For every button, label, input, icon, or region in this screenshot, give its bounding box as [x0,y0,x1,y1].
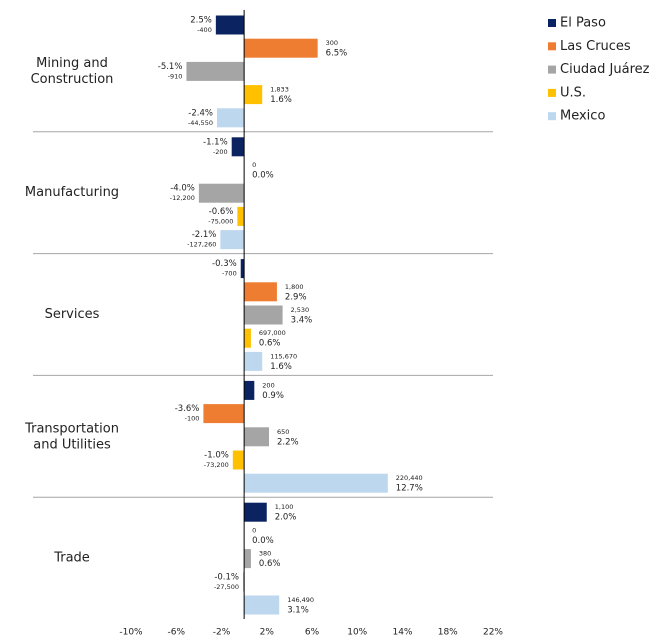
value-label: -4.0% [170,184,195,194]
count-label: -400 [197,26,212,34]
count-label: -127,260 [187,241,216,249]
value-label: 0.9% [262,391,284,401]
value-label: -0.1% [214,572,239,582]
bar [198,183,245,203]
value-label: 3.1% [287,606,309,616]
count-label: 697,000 [259,329,286,337]
bar [215,15,245,35]
bar [244,473,388,493]
value-label: 2.0% [275,513,297,523]
count-label: -700 [222,270,237,278]
bar [240,259,245,279]
category-label: Transportation and Utilities [24,421,119,452]
count-label: -27,500 [214,583,239,591]
bar [244,380,255,400]
bar [244,282,277,302]
value-label: 2.5% [190,16,212,26]
bar [216,108,245,128]
bar [244,549,251,569]
count-label: 146,490 [287,596,314,604]
value-label: -5.1% [158,62,183,72]
count-label: -12,200 [170,194,195,202]
bar [244,38,318,58]
x-tick-label: -2% [213,628,231,638]
count-label: -100 [185,415,200,423]
bar [244,85,263,105]
x-tick-label: -6% [167,628,185,638]
bar [220,230,245,250]
count-label: 300 [326,39,338,47]
value-label: 0.0% [252,171,274,181]
category-label: Manufacturing [25,185,119,200]
value-label: -3.6% [175,404,200,414]
value-label: 0.6% [259,339,281,349]
count-label: -73,200 [204,461,229,469]
value-label: 12.7% [396,484,423,494]
bar [244,595,280,615]
value-label: 3.4% [291,316,313,326]
x-tick-label: 10% [347,628,367,638]
value-label: 1.6% [270,362,292,372]
bar [244,502,267,522]
value-label: 6.5% [326,49,348,59]
count-label: -75,000 [208,217,233,225]
legend-swatch [548,88,556,97]
bar [231,137,245,157]
legend-swatch [548,42,556,51]
bar [244,305,283,325]
count-label: 220,440 [396,474,423,482]
category-label: Trade [53,551,90,566]
legend-label: Ciudad Juárez [560,62,650,77]
bar [186,61,245,81]
value-label: -1.0% [204,451,229,461]
legend-label: El Paso [560,16,606,31]
x-tick-label: 6% [305,628,320,638]
value-label: -1.1% [203,137,228,147]
legend-label: Mexico [560,109,605,124]
count-label: 2,530 [291,306,310,314]
bar [244,427,270,447]
value-label: 2.9% [285,292,307,302]
value-label: 0.0% [252,536,274,546]
x-tick-label: -10% [119,628,143,638]
count-label: 115,670 [270,352,297,360]
count-label: -44,550 [188,119,213,127]
legend-swatch [548,19,556,27]
count-label: 1,800 [285,283,304,291]
value-label: -2.4% [188,108,213,118]
count-label: -910 [168,72,183,80]
legend-swatch [548,112,556,121]
value-label: -0.6% [209,207,234,217]
count-label: 0 [252,161,256,169]
x-tick-label: 2% [260,628,275,638]
count-label: 650 [277,428,289,436]
value-label: -0.3% [212,259,237,269]
value-label: 1.6% [270,95,292,105]
value-label: -2.1% [192,230,217,240]
bar [237,206,245,226]
bar [244,328,251,348]
count-label: 0 [252,526,256,534]
count-label: 380 [259,550,271,558]
bar [232,450,245,470]
count-label: 200 [262,381,274,389]
count-label: 1,833 [270,86,289,94]
x-tick-label: 14% [392,628,412,638]
category-label: Services [45,307,100,322]
bar [242,572,245,592]
x-tick-label: 18% [438,628,458,638]
value-label: 2.2% [277,437,299,447]
bar [203,404,245,424]
count-label: -200 [213,148,228,156]
legend-swatch [548,65,556,74]
count-label: 1,100 [275,503,294,511]
bar [244,351,263,371]
legend-label: Las Cruces [560,39,631,54]
legend-label: U.S. [560,85,586,100]
value-label: 0.6% [259,559,281,569]
x-tick-label: 22% [483,628,503,638]
category-label: Mining and Construction [31,55,114,86]
